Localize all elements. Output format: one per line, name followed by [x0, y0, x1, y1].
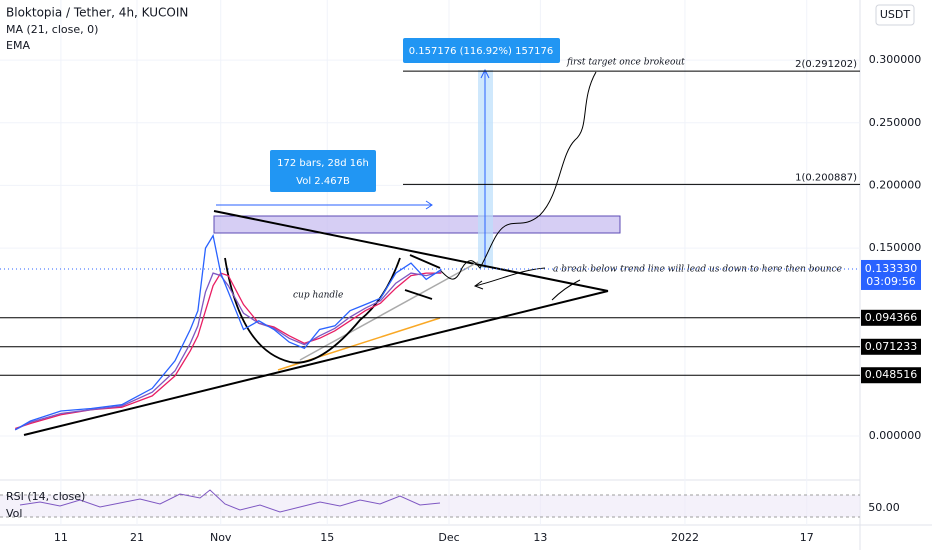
legend-entry: MA (21, close, 0): [6, 23, 98, 36]
vol-label: Vol: [6, 507, 22, 520]
price-level-tag: [861, 309, 921, 326]
resistance-zone: [213, 215, 621, 234]
currency-button[interactable]: [875, 4, 915, 26]
measure-arrow-head: [480, 68, 490, 79]
note-arrow: [551, 279, 581, 301]
handle-line: [404, 289, 433, 300]
price-line: [14, 233, 442, 431]
range-box: [270, 150, 376, 192]
legend-entry: EMA: [6, 39, 30, 52]
price-level-tag: [861, 367, 921, 384]
measure-box: [403, 38, 560, 63]
x-tick-label: 15: [320, 531, 334, 544]
x-tick-label: 21: [130, 531, 144, 544]
plot: 2(0.291202) 1(0.200887): [0, 59, 860, 431]
x-tick-label: 13: [533, 531, 547, 544]
rsi-band: [0, 495, 860, 517]
cup-note: cup handle: [293, 291, 343, 301]
price-level-tag: [861, 338, 921, 355]
support-trendline: [23, 290, 609, 436]
rsi-line: [19, 489, 441, 513]
target-note: first target once brokeout: [566, 58, 685, 68]
y-tick-label: 0.000000: [869, 429, 922, 442]
countdown-label: 03:09:56: [866, 275, 915, 288]
last-price-tag: [861, 259, 921, 290]
measure-label: 0.157176 (116.92%) 157176: [409, 46, 554, 57]
price-level-label: 0.094366: [865, 311, 918, 324]
y-tick-label: 0.300000: [869, 53, 922, 66]
x-tick-label: 11: [54, 531, 68, 544]
indicator-line: [14, 271, 442, 431]
note-arrow-head: [473, 280, 484, 290]
trendline-grey: [299, 261, 479, 361]
note-arrow: [474, 267, 546, 287]
x-tick-label: Dec: [438, 531, 459, 544]
last-price-label: 0.133330: [865, 262, 918, 275]
y-tick-label: 0.200000: [869, 178, 922, 191]
y-tick-label: 0.150000: [869, 241, 922, 254]
fib-level-label: 1(0.200887): [795, 172, 857, 183]
x-tick-label: 17: [800, 531, 814, 544]
indicator-line: [14, 272, 442, 430]
axis-layer: 0.000000 0.150000 0.200000 0.250000 0.300000…: [54, 53, 921, 544]
price-level-label: 0.048516: [865, 368, 918, 381]
y-tick-label: 0.250000: [869, 116, 922, 129]
rsi-label: RSI (14, close): [6, 490, 85, 503]
break-note: a break below trend line will lead us do…: [553, 265, 842, 275]
handle-line: [409, 254, 441, 269]
x-tick-label: Nov: [210, 531, 232, 544]
range-vol-label: Vol 2.467B: [296, 176, 350, 187]
grid: [0, 0, 860, 525]
fib-level-label: 2(0.291202): [795, 59, 857, 70]
price-level-label: 0.071233: [865, 340, 918, 353]
rsi-tick-label: 50.00: [868, 501, 900, 514]
projection-path: [439, 71, 597, 280]
range-arrow-head: [425, 200, 433, 210]
chart-title: Bloktopia / Tether, 4h, KUCOIN: [6, 6, 188, 20]
x-tick-label: 2022: [671, 531, 699, 544]
resistance-trendline: [213, 210, 609, 292]
range-bars-label: 172 bars, 28d 16h: [277, 158, 369, 169]
currency-label: USDT: [880, 8, 911, 21]
